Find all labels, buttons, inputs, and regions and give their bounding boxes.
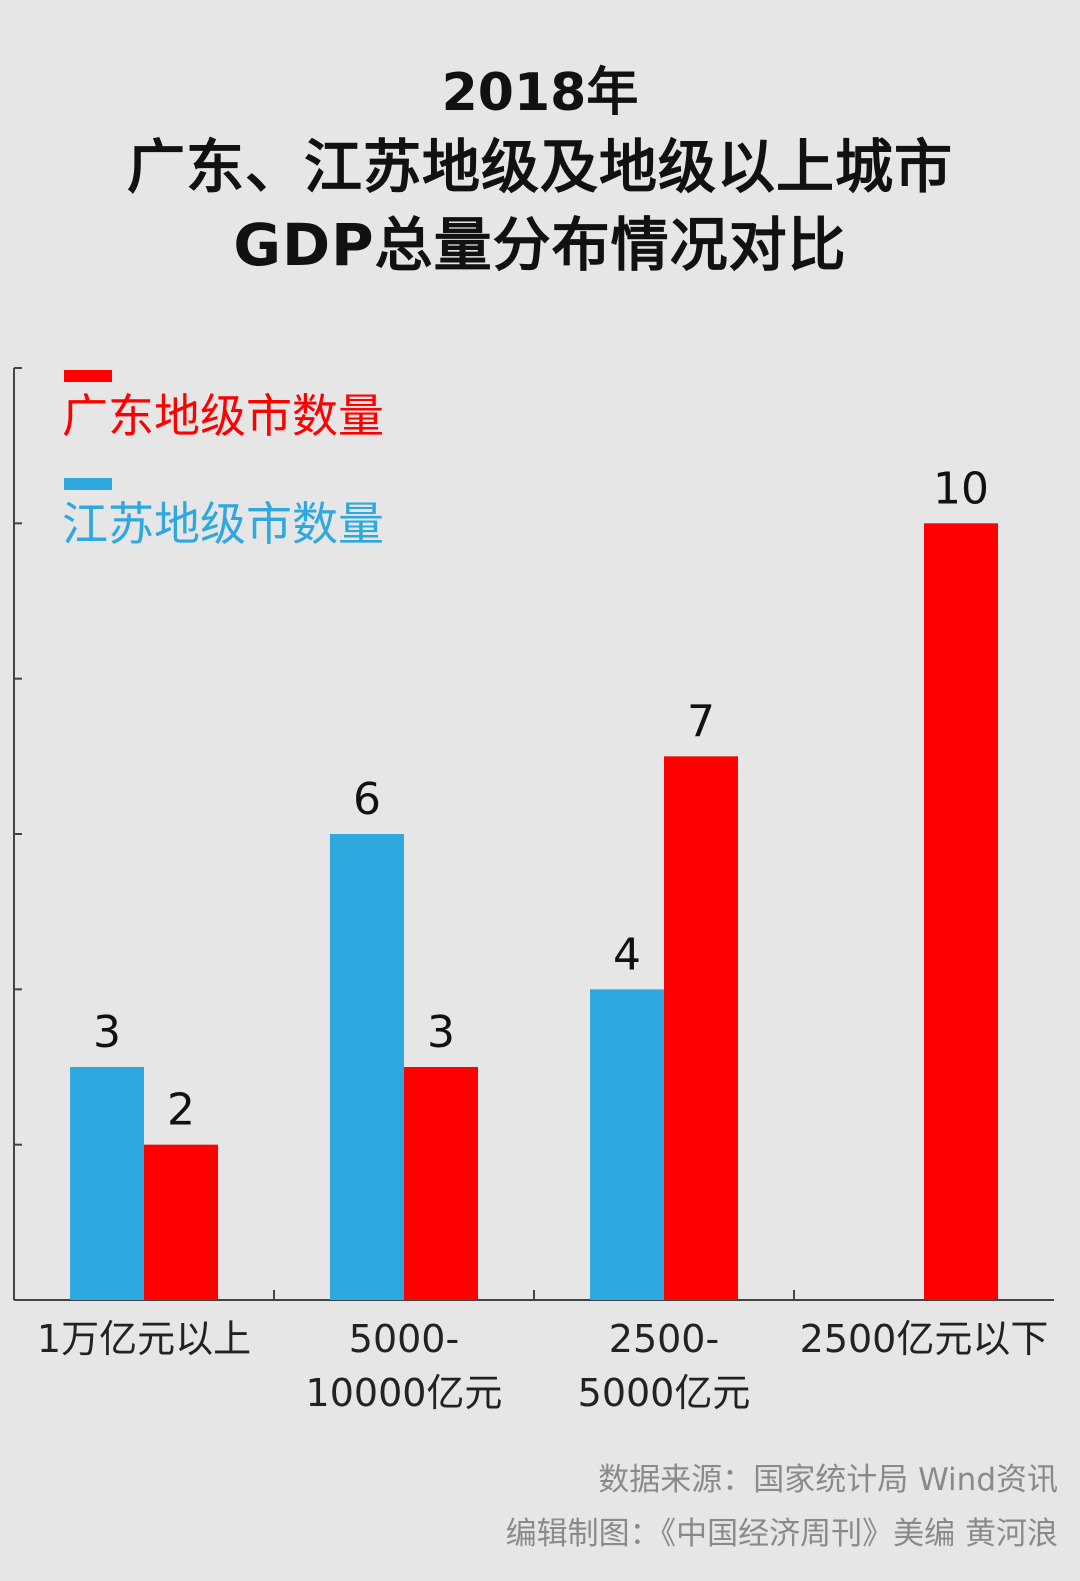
bar-guangdong-3 bbox=[924, 523, 998, 1300]
category-label-3-0: 2500亿元以下 bbox=[800, 1317, 1049, 1361]
chart-title: 2018年 广东、江苏地级及地级以上城市 GDP总量分布情况对比 bbox=[0, 58, 1080, 284]
legend-label-guangdong: 广东地级市数量 bbox=[62, 389, 384, 443]
bar-jiangsu-0 bbox=[70, 1067, 144, 1300]
value-label-jiangsu-0: 3 bbox=[93, 1007, 121, 1058]
category-label-1-0: 5000- bbox=[349, 1317, 459, 1361]
chart-bars bbox=[70, 523, 998, 1300]
category-label-0-0: 1万亿元以上 bbox=[37, 1317, 251, 1361]
bar-guangdong-2 bbox=[664, 756, 738, 1300]
value-label-jiangsu-2: 4 bbox=[613, 929, 641, 980]
title-sub: GDP总量分布情况对比 bbox=[233, 211, 847, 279]
value-label-jiangsu-1: 6 bbox=[353, 774, 381, 825]
category-label-2-1: 5000亿元 bbox=[578, 1371, 751, 1415]
footer-source: 数据来源：国家统计局 Wind资讯 bbox=[598, 1462, 1058, 1498]
title-main: 广东、江苏地级及地级以上城市 bbox=[126, 133, 953, 201]
category-label-1-1: 10000亿元 bbox=[306, 1371, 503, 1415]
category-label-2-0: 2500- bbox=[609, 1317, 719, 1361]
title-year: 2018年 bbox=[441, 63, 639, 123]
value-label-guangdong-2: 7 bbox=[687, 696, 715, 747]
bar-jiangsu-1 bbox=[330, 834, 404, 1300]
legend-label-jiangsu: 江苏地级市数量 bbox=[62, 497, 384, 551]
value-label-guangdong-3: 10 bbox=[933, 463, 989, 514]
legend-swatch-guangdong bbox=[64, 370, 112, 382]
value-label-guangdong-0: 2 bbox=[167, 1085, 195, 1136]
legend-swatch-jiangsu bbox=[64, 478, 112, 490]
bar-guangdong-0 bbox=[144, 1144, 218, 1300]
footer-credit: 编辑制图：《中国经济周刊》美编 黄河浪 bbox=[505, 1516, 1058, 1552]
chart-category-labels: 1万亿元以上 5000- 10000亿元 2500- 5000亿元 2500亿元以下 bbox=[37, 1317, 1048, 1415]
bar-jiangsu-2 bbox=[590, 989, 664, 1300]
value-label-guangdong-1: 3 bbox=[427, 1007, 455, 1058]
bar-guangdong-1 bbox=[404, 1067, 478, 1300]
